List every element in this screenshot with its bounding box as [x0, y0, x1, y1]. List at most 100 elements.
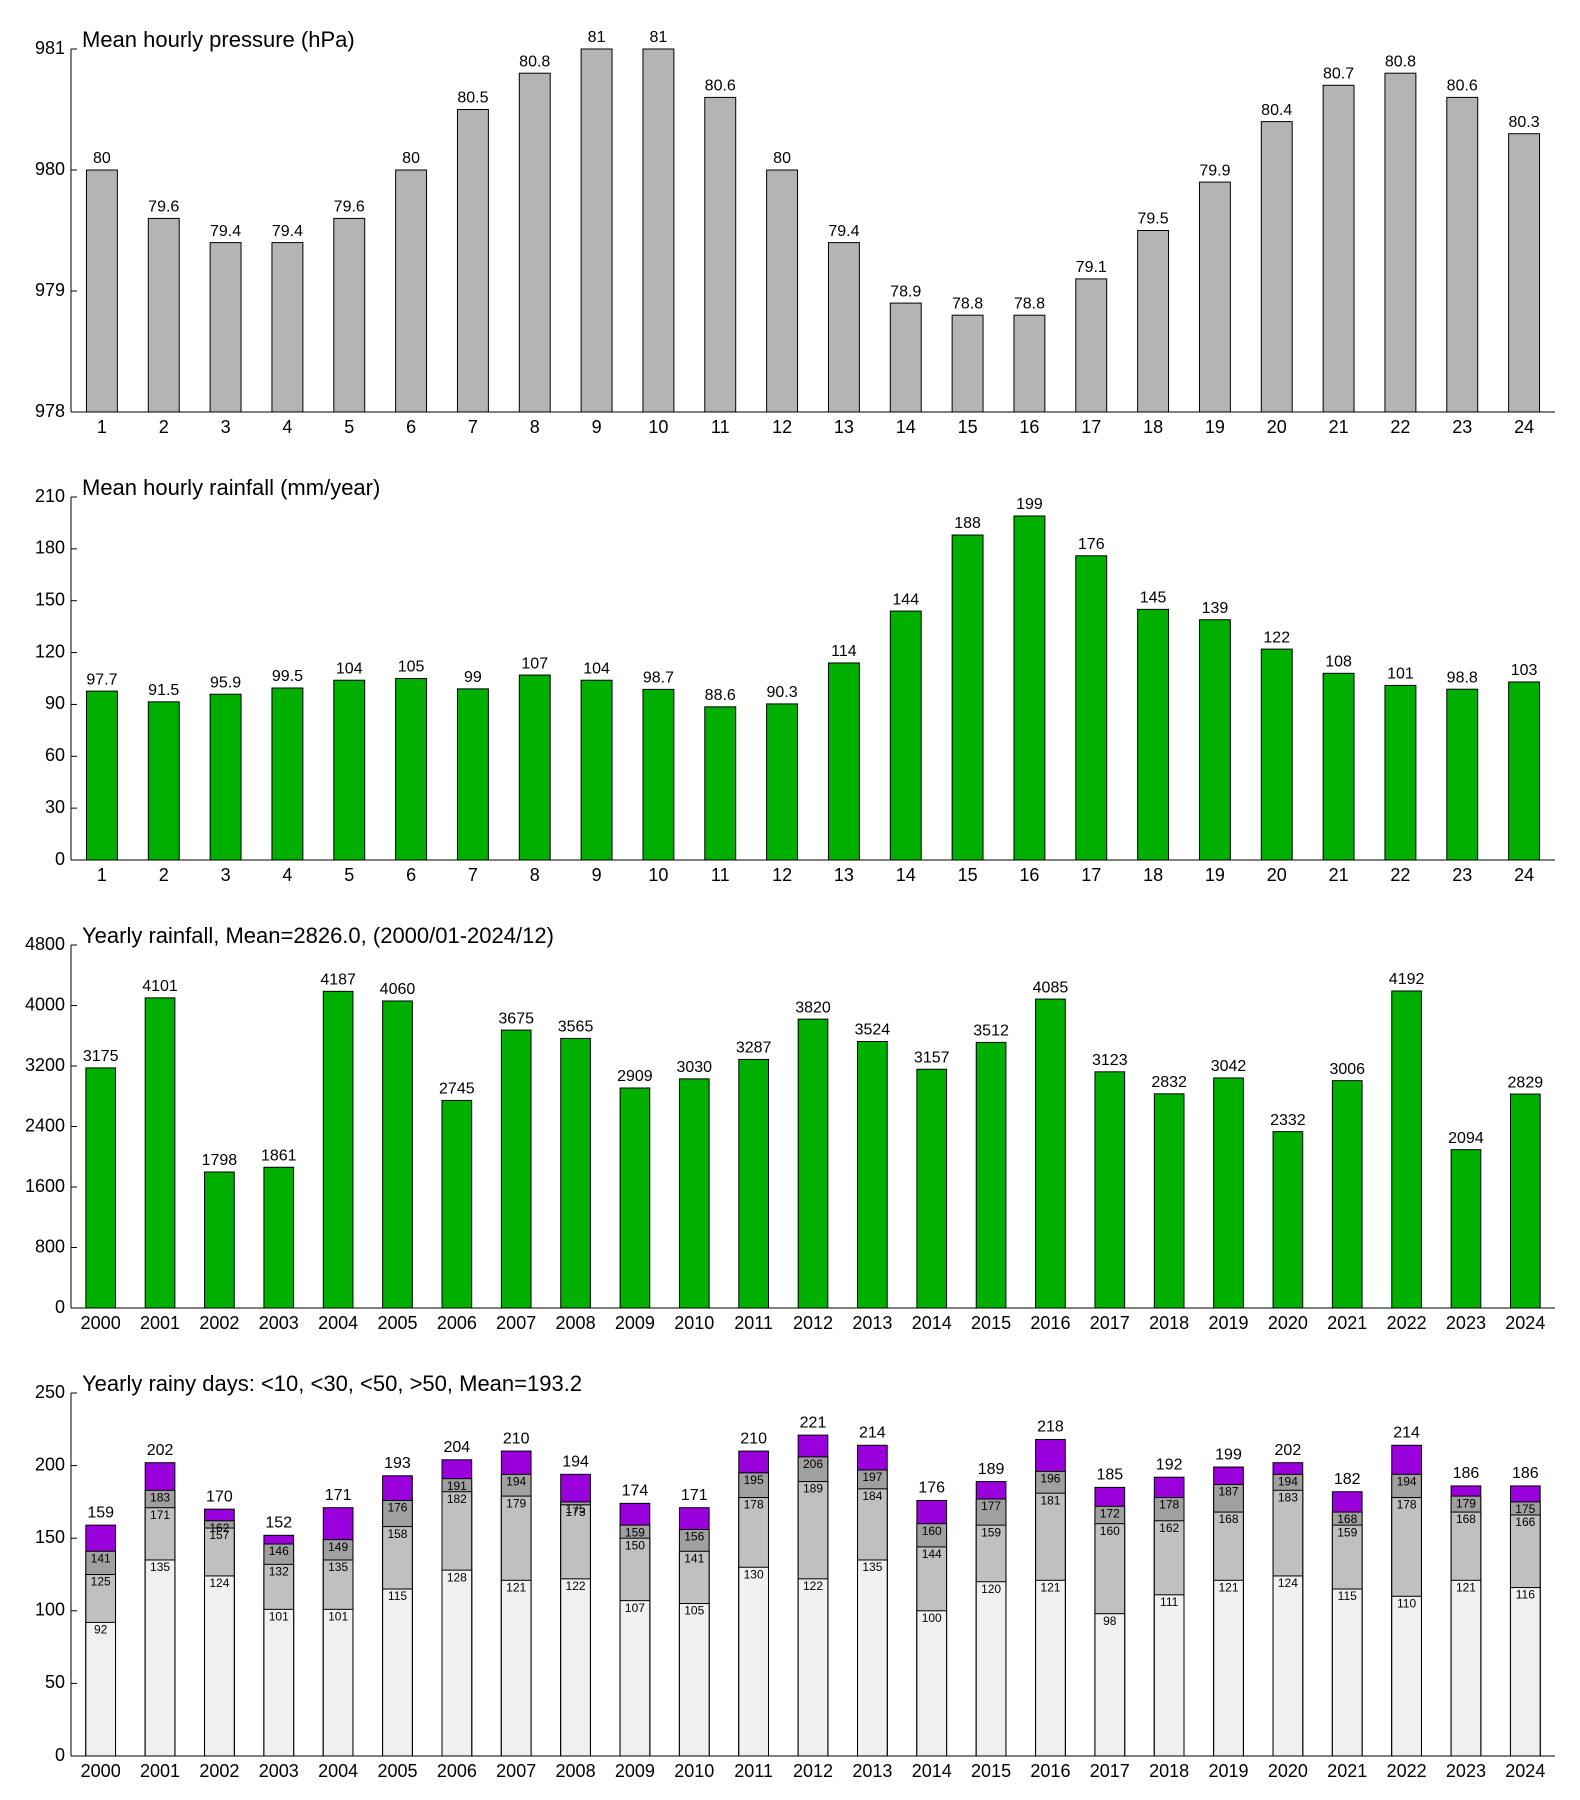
value-label: 168 — [1456, 1512, 1476, 1526]
value-label: 81 — [588, 29, 606, 46]
value-label: 174 — [622, 1483, 649, 1500]
x-tick-label: 16 — [1019, 417, 1039, 437]
x-tick-label: 2003 — [259, 1313, 299, 1333]
x-tick-label: 19 — [1205, 865, 1225, 885]
bar — [85, 1067, 117, 1309]
x-tick-label: 2014 — [912, 1761, 952, 1781]
value-label: 99 — [464, 669, 482, 686]
bar-segment — [916, 1610, 948, 1757]
bar — [209, 693, 242, 861]
value-label: 3175 — [83, 1048, 119, 1065]
value-label: 104 — [583, 660, 610, 677]
value-label: 80.6 — [1447, 78, 1478, 95]
x-tick-label: 17 — [1081, 417, 1101, 437]
x-tick-label: 2021 — [1327, 1761, 1367, 1781]
value-label: 166 — [1515, 1515, 1535, 1529]
value-label: 79.1 — [1076, 259, 1107, 276]
value-label: 3030 — [676, 1059, 712, 1076]
x-tick-label: 11 — [711, 417, 730, 437]
x-tick-label: 2019 — [1208, 1761, 1248, 1781]
value-label: 158 — [387, 1527, 407, 1541]
value-label: 3820 — [795, 999, 831, 1016]
bar-segment — [1391, 1595, 1422, 1757]
bar — [382, 1000, 413, 1309]
x-tick-label: 2005 — [377, 1313, 417, 1333]
x-tick-label: 19 — [1205, 417, 1225, 437]
x-tick-label: 2013 — [852, 1313, 892, 1333]
value-label: 4187 — [320, 972, 356, 989]
value-label: 183 — [1278, 1490, 1298, 1504]
value-label: 204 — [443, 1439, 470, 1456]
bar — [619, 1087, 651, 1309]
x-tick-label: 2 — [159, 417, 169, 437]
value-label: 176 — [918, 1480, 945, 1497]
x-tick-label: 1 — [97, 417, 107, 437]
value-label: 97.7 — [86, 671, 117, 688]
value-label: 80.8 — [1385, 53, 1416, 70]
x-tick-label: 2002 — [199, 1313, 239, 1333]
value-label: 159 — [87, 1504, 114, 1521]
bar-segment — [975, 1581, 1007, 1757]
value-label: 159 — [981, 1525, 1001, 1539]
bar — [209, 242, 242, 413]
chart-title: Mean hourly rainfall (mm/year) — [82, 475, 380, 500]
value-label: 173 — [566, 1505, 586, 1519]
bar-segment — [1153, 1594, 1185, 1757]
bar-segment — [204, 1575, 235, 1757]
value-label: 199 — [1215, 1446, 1242, 1463]
bar — [1331, 1080, 1363, 1309]
bar — [1213, 1077, 1244, 1309]
bar-segment — [1509, 1587, 1541, 1757]
bar — [1260, 121, 1293, 413]
x-tick-label: 18 — [1143, 865, 1163, 885]
x-tick-label: 2021 — [1327, 1313, 1367, 1333]
x-tick-label: 1 — [97, 865, 107, 885]
value-label: 121 — [1456, 1580, 1476, 1594]
x-tick-label: 2000 — [81, 1313, 121, 1333]
value-label: 189 — [803, 1482, 823, 1496]
value-label: 105 — [684, 1604, 704, 1618]
x-tick-label: 2020 — [1268, 1761, 1308, 1781]
value-label: 210 — [503, 1430, 530, 1447]
x-tick-label: 15 — [958, 417, 978, 437]
x-tick-label: 2007 — [496, 1313, 536, 1333]
value-label: 114 — [831, 643, 857, 660]
value-label: 101 — [328, 1610, 348, 1624]
x-tick-label: 2016 — [1030, 1761, 1070, 1781]
bar — [1137, 608, 1170, 861]
value-label: 2829 — [1508, 1074, 1544, 1091]
bar — [560, 1037, 591, 1309]
x-tick-label: 2012 — [793, 1761, 833, 1781]
value-label: 80 — [773, 150, 791, 167]
value-label: 186 — [1453, 1465, 1480, 1482]
value-label: 79.9 — [1199, 162, 1230, 179]
x-tick-label: 23 — [1452, 417, 1472, 437]
x-tick-label: 2020 — [1268, 1313, 1308, 1333]
value-label: 214 — [859, 1424, 886, 1441]
value-label: 125 — [91, 1575, 111, 1589]
x-tick-label: 17 — [1081, 865, 1101, 885]
bar — [1272, 1131, 1304, 1309]
value-label: 79.5 — [1138, 211, 1169, 228]
x-tick-label: 2023 — [1446, 1313, 1486, 1333]
value-label: 2094 — [1448, 1130, 1484, 1147]
x-tick-label: 2024 — [1505, 1313, 1545, 1333]
y-tick-label: 2400 — [25, 1115, 65, 1135]
value-label: 146 — [269, 1544, 289, 1558]
y-tick-label: 979 — [35, 280, 65, 300]
bar-segment — [382, 1588, 413, 1757]
value-label: 121 — [1040, 1580, 1060, 1594]
x-tick-label: 2010 — [674, 1761, 714, 1781]
value-label: 176 — [387, 1501, 407, 1515]
x-tick-label: 16 — [1019, 865, 1039, 885]
value-label: 98.7 — [643, 670, 674, 687]
value-label: 206 — [803, 1457, 823, 1471]
x-tick-label: 2001 — [140, 1313, 180, 1333]
bar — [642, 688, 675, 861]
value-label: 171 — [150, 1508, 170, 1522]
value-label: 178 — [1159, 1498, 1179, 1512]
bar — [271, 687, 304, 861]
x-tick-label: 24 — [1514, 865, 1534, 885]
x-tick-label: 2011 — [734, 1761, 773, 1781]
bar — [1013, 515, 1046, 861]
